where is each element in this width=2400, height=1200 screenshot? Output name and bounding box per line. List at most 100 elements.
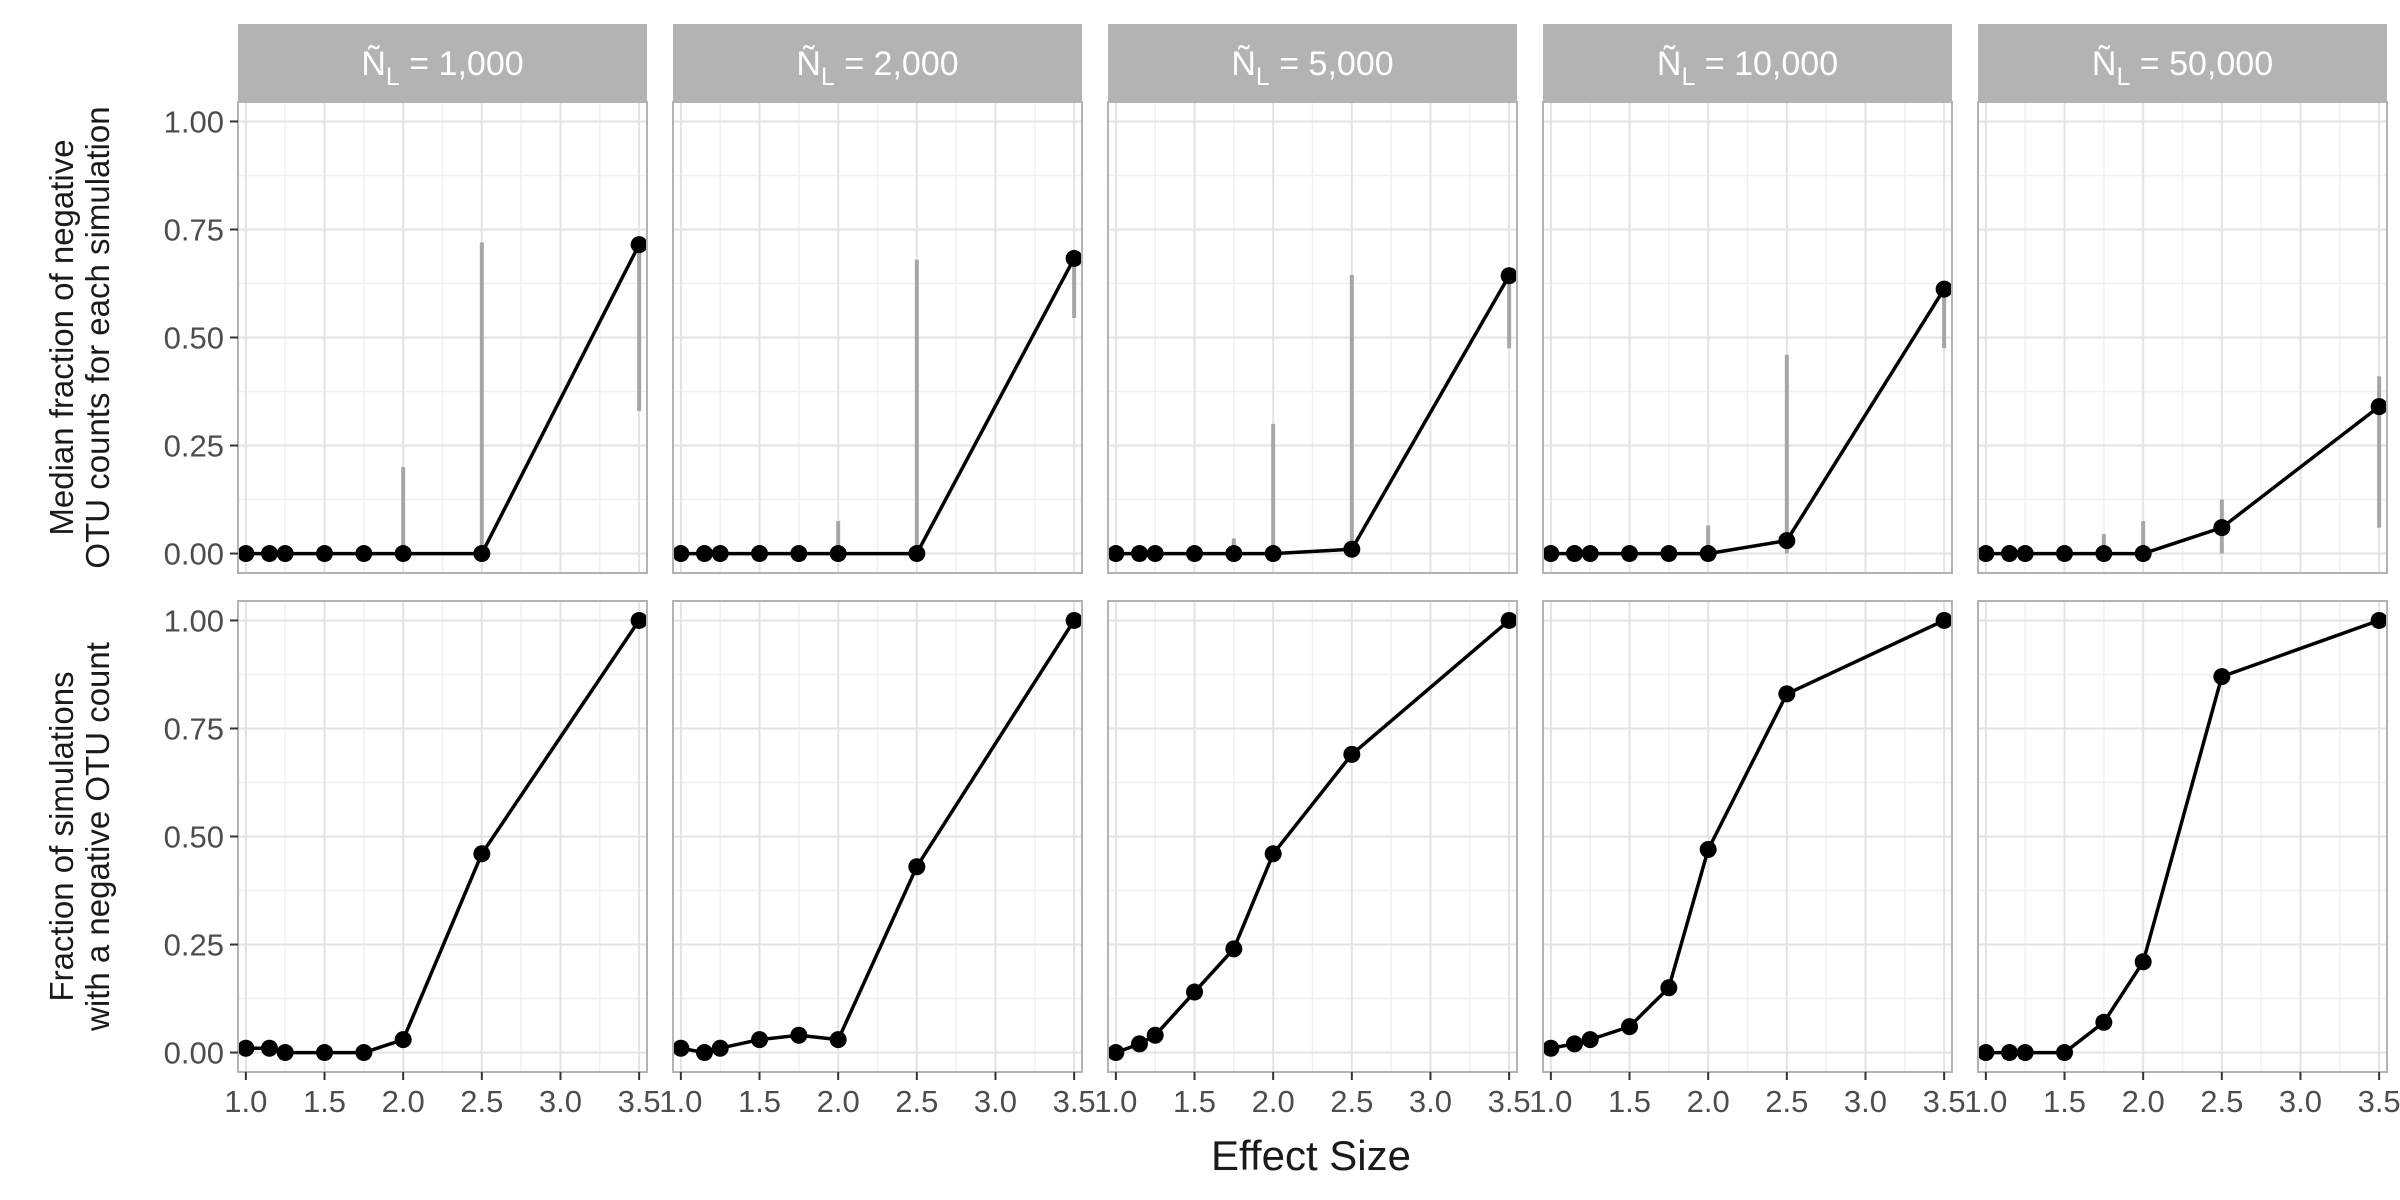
data-point xyxy=(1107,545,1125,563)
data-point xyxy=(2134,545,2152,563)
data-point xyxy=(630,611,648,629)
x-tick-label: 1.5 xyxy=(1608,1084,1651,1119)
x-tick-label: 3.0 xyxy=(1844,1084,1887,1119)
strip-label-subscript: L xyxy=(2116,63,2130,91)
data-point xyxy=(1977,545,1995,563)
data-point xyxy=(260,545,278,563)
strip-label-symbol: Ñ xyxy=(796,45,821,83)
data-point xyxy=(1186,983,1204,1001)
panel-border xyxy=(1107,600,1518,1073)
panel-r1-c1 xyxy=(237,101,648,574)
data-point xyxy=(695,1044,713,1062)
data-point xyxy=(2095,1013,2113,1031)
facet-strips-layer: ÑL = 1,000 ÑL = 2,000 ÑL = 5,000 ÑL = 10,00… xyxy=(238,24,2387,102)
strip-label: ÑL = 10,000 xyxy=(1657,45,1838,91)
y-tick-label: 0.00 xyxy=(164,537,224,572)
y-axes-layer: 0.00 0.25 0.50 0.75 1.00 Median fraction of n… xyxy=(43,104,238,1071)
x-tick-label: 1.0 xyxy=(1094,1084,1137,1119)
data-point xyxy=(1500,611,1518,629)
data-point xyxy=(2213,519,2231,537)
data-point xyxy=(2000,545,2018,563)
strip-background xyxy=(238,24,647,102)
data-point xyxy=(1186,545,1204,563)
x-tick-label: 1.0 xyxy=(224,1084,267,1119)
data-point xyxy=(672,545,690,563)
x-tick-label: 3.0 xyxy=(2279,1084,2322,1119)
data-point xyxy=(829,545,847,563)
strip-label-subscript: L xyxy=(821,63,835,91)
data-point xyxy=(1065,249,1083,267)
y-tick-label: 0.25 xyxy=(164,928,224,963)
facet-strip-1: ÑL = 1,000 xyxy=(238,24,647,102)
data-point xyxy=(1343,745,1361,763)
data-point xyxy=(2095,545,2113,563)
data-point xyxy=(1264,845,1282,863)
strip-label-value: = 1,000 xyxy=(400,45,524,83)
x-tick-label: 3.5 xyxy=(618,1084,661,1119)
x-axis-title: Effect Size xyxy=(1211,1132,1411,1179)
data-point xyxy=(394,1031,412,1049)
x-tick-label: 1.0 xyxy=(659,1084,702,1119)
data-point xyxy=(1130,545,1148,563)
data-point xyxy=(1146,545,1164,563)
x-tick-label: 2.0 xyxy=(382,1084,425,1119)
data-point xyxy=(1565,1035,1583,1053)
panel-r1-c4 xyxy=(1542,101,1953,574)
x-tick-label: 1.5 xyxy=(738,1084,781,1119)
data-point xyxy=(473,545,491,563)
x-tick-label: 1.0 xyxy=(1529,1084,1572,1119)
y-axis-title-line: Fraction of simulations xyxy=(43,671,80,1001)
data-point xyxy=(1130,1035,1148,1053)
panel-r2-c2 xyxy=(672,600,1083,1073)
data-point xyxy=(1621,1018,1639,1036)
data-point xyxy=(711,1039,729,1057)
facet-strip-3: ÑL = 5,000 xyxy=(1108,24,1517,102)
facet-strip-5: ÑL = 50,000 xyxy=(1978,24,2387,102)
strip-background xyxy=(673,24,1082,102)
strip-label-value: = 10,000 xyxy=(1695,45,1838,83)
x-tick-label: 3.0 xyxy=(974,1084,1017,1119)
y-axis-title-line: Median fraction of negative xyxy=(43,139,80,535)
panel-r2-c5 xyxy=(1977,600,2388,1073)
data-point xyxy=(790,1026,808,1044)
data-point xyxy=(1699,840,1717,858)
data-point xyxy=(1542,545,1560,563)
data-point xyxy=(1935,280,1953,298)
y-tick-label: 0.75 xyxy=(164,212,224,247)
strip-label-symbol: Ñ xyxy=(2092,45,2117,83)
data-point xyxy=(237,545,255,563)
strip-label-value: = 50,000 xyxy=(2130,45,2273,83)
strip-label-symbol: Ñ xyxy=(1657,45,1682,83)
data-point xyxy=(2056,1044,2074,1062)
panels-layer xyxy=(237,101,2388,1073)
data-point xyxy=(1107,1044,1125,1062)
panel-border xyxy=(1542,600,1953,1073)
x-tick-label: 2.0 xyxy=(1252,1084,1295,1119)
x-tick-label: 2.0 xyxy=(2122,1084,2165,1119)
facet-strip-4: ÑL = 10,000 xyxy=(1543,24,1952,102)
data-point xyxy=(1581,545,1599,563)
x-tick-label: 2.5 xyxy=(895,1084,938,1119)
strip-background xyxy=(1543,24,1952,102)
data-point xyxy=(355,1044,373,1062)
x-tick-label: 2.5 xyxy=(1330,1084,1373,1119)
data-point xyxy=(1500,267,1518,285)
data-point xyxy=(260,1039,278,1057)
data-point xyxy=(2016,545,2034,563)
data-point xyxy=(276,1044,294,1062)
panel-r2-c4 xyxy=(1542,600,1953,1073)
x-axis-layer: 1.0 1.5 2.0 2.5 3.0 3.51.0 1.5 2.0 2.5 3.0 3.51.0 1… xyxy=(224,1072,2400,1119)
data-point xyxy=(1225,545,1243,563)
data-point xyxy=(2370,611,2388,629)
data-point xyxy=(908,545,926,563)
strip-label-subscript: L xyxy=(1681,63,1695,91)
data-point xyxy=(1542,1039,1560,1057)
y-tick-label: 0.50 xyxy=(164,820,224,855)
data-point xyxy=(672,1039,690,1057)
panel-r2-c3 xyxy=(1107,600,1518,1073)
data-point xyxy=(1660,545,1678,563)
data-point xyxy=(1778,685,1796,703)
x-tick-label: 2.5 xyxy=(1765,1084,1808,1119)
data-point xyxy=(711,545,729,563)
